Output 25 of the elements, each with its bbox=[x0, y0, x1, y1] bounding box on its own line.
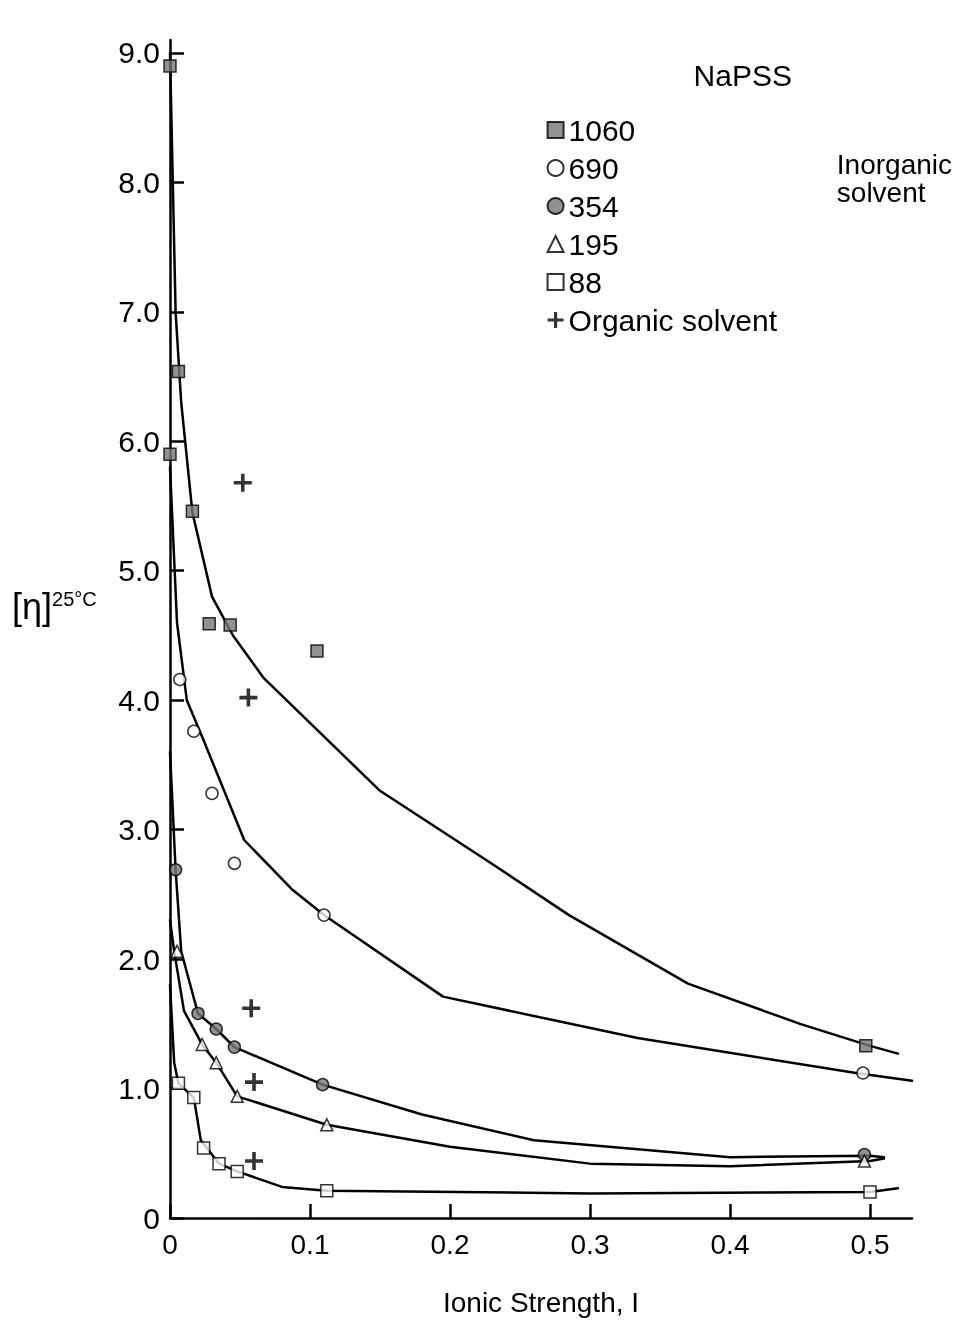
y-tick-label: 9.0 bbox=[118, 36, 160, 70]
legend-label: 88 bbox=[568, 265, 602, 299]
y-tick-label: 1.0 bbox=[118, 1072, 160, 1106]
legend-label: 690 bbox=[568, 151, 619, 185]
legend-label: 354 bbox=[568, 189, 619, 223]
y-tick-label: 2.0 bbox=[118, 942, 160, 976]
y-tick-label: 4.0 bbox=[118, 683, 160, 717]
legend-label: 195 bbox=[568, 227, 619, 261]
y-tick-label: 5.0 bbox=[118, 554, 160, 588]
legend-label: 1060 bbox=[568, 113, 636, 147]
y-tick-label: 8.0 bbox=[118, 165, 160, 199]
y-tick-label: 7.0 bbox=[118, 295, 160, 329]
x-tick-label: 0.3 bbox=[570, 1228, 610, 1260]
x-tick-label: 0.5 bbox=[850, 1228, 890, 1260]
legend-title: NaPSS bbox=[693, 58, 793, 92]
y-tick-label: 6.0 bbox=[118, 424, 160, 458]
y-axis-title: [η]$^{25°C}$ bbox=[12, 585, 97, 629]
annotation: Inorganic solvent bbox=[836, 148, 952, 208]
x-tick-label: 0.2 bbox=[430, 1228, 470, 1260]
y-tick-label: 0 bbox=[143, 1201, 160, 1235]
x-tick-label: 0.4 bbox=[710, 1228, 750, 1260]
y-tick-label: 3.0 bbox=[118, 813, 160, 847]
x-tick-label: 0.1 bbox=[290, 1228, 330, 1260]
legend-label: Organic solvent bbox=[568, 303, 778, 337]
x-axis-title: Ionic Strength, I bbox=[442, 1286, 640, 1318]
